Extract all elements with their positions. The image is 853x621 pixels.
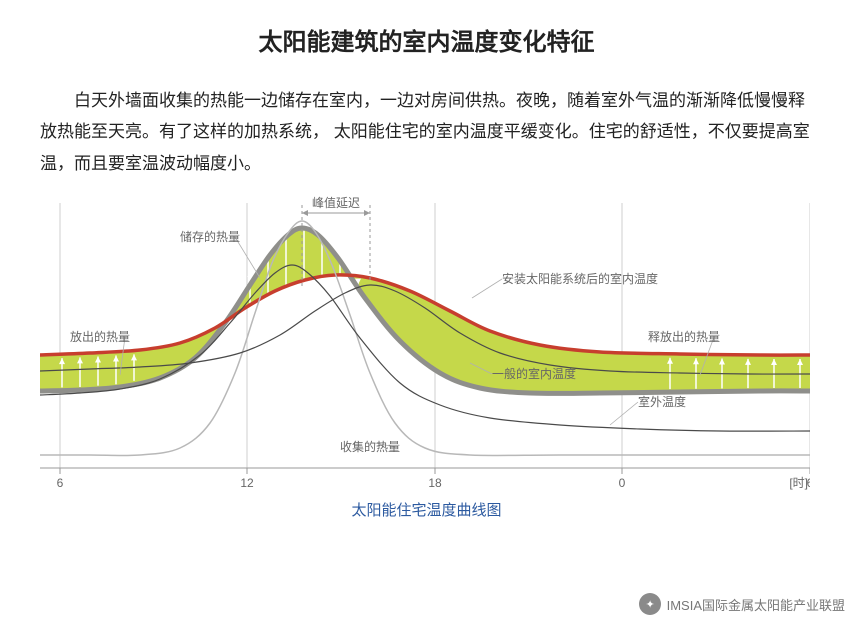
svg-text:收集的热量: 收集的热量 (340, 439, 400, 454)
svg-text:峰值延迟: 峰值延迟 (312, 195, 360, 210)
svg-text:释放出的热量: 释放出的热量 (648, 329, 720, 344)
svg-text:放出的热量: 放出的热量 (70, 329, 130, 344)
svg-text:安装太阳能系统后的室内温度: 安装太阳能系统后的室内温度 (502, 271, 658, 286)
temperature-chart: 峰值延迟储存的热量放出的热量 安装太阳能系统后的室内温度释放出的热量一般的室内温度… (40, 193, 810, 493)
chart-caption: 太阳能住宅温度曲线图 (40, 499, 813, 520)
wechat-icon: ✦ (639, 593, 661, 615)
svg-text:12: 12 (240, 476, 254, 490)
svg-text:0: 0 (619, 476, 626, 490)
chart-container: 峰值延迟储存的热量放出的热量 安装太阳能系统后的室内温度释放出的热量一般的室内温度… (40, 193, 813, 520)
page: 太阳能建筑的室内温度变化特征 白天外墙面收集的热能一边储存在室内，一边对房间供热… (0, 0, 853, 621)
svg-text:18: 18 (428, 476, 442, 490)
svg-text:储存的热量: 储存的热量 (180, 229, 240, 244)
svg-text:一般的室内温度: 一般的室内温度 (492, 366, 576, 381)
svg-text:[时]: [时] (789, 476, 808, 490)
body-paragraph: 白天外墙面收集的热能一边储存在室内，一边对房间供热。夜晚，随着室外气温的渐渐降低… (40, 85, 813, 179)
watermark: ✦ IMSIA国际金属太阳能产业联盟 (639, 593, 845, 615)
watermark-text: IMSIA国际金属太阳能产业联盟 (667, 595, 845, 614)
page-title: 太阳能建筑的室内温度变化特征 (40, 22, 813, 57)
svg-text:6: 6 (57, 476, 64, 490)
svg-text:室外温度: 室外温度 (638, 394, 686, 409)
